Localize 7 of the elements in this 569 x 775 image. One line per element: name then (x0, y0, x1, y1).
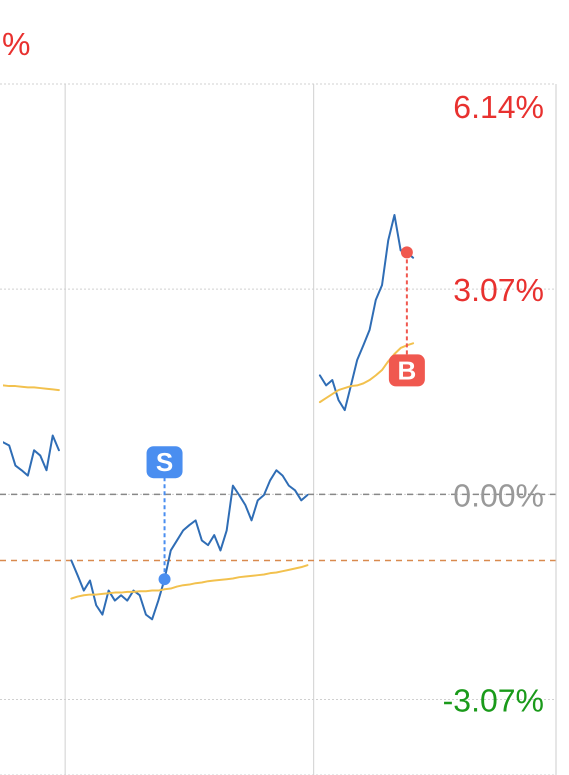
y-tick-label: 3.07% (453, 272, 544, 308)
annotation: B (397, 355, 416, 386)
y-tick-label: 0.00% (453, 477, 544, 514)
y-tick-label: 6.14% (453, 89, 544, 125)
y-tick-label: -3.07% (442, 682, 544, 718)
annotation: S (156, 447, 174, 478)
chart-title: % (2, 26, 30, 63)
